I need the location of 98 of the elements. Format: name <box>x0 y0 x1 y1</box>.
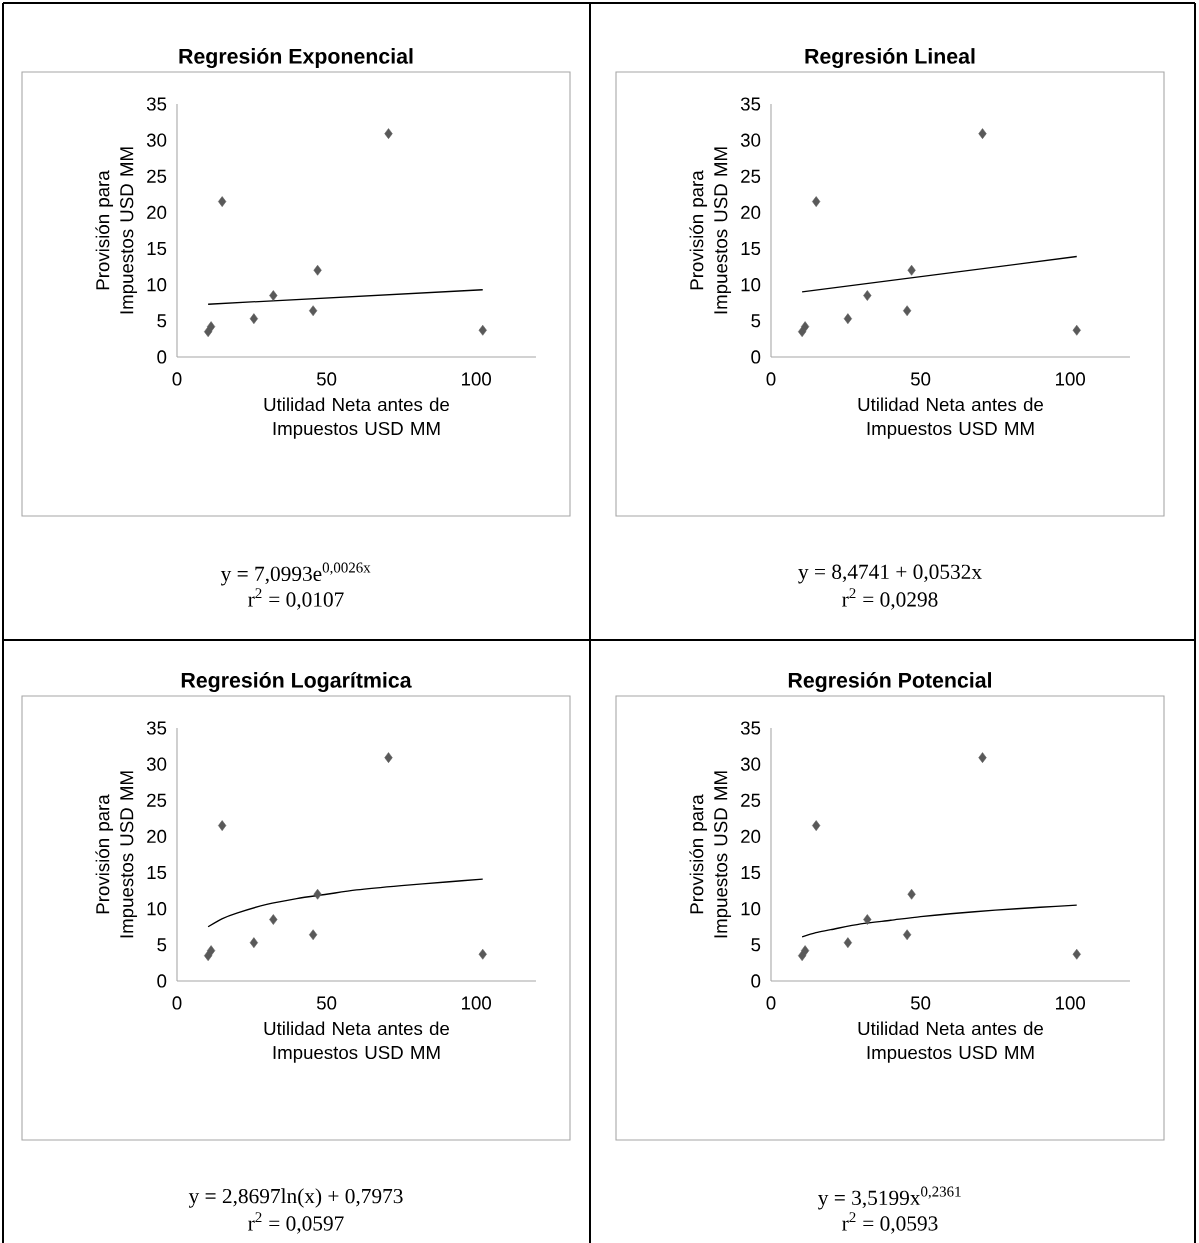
chart-title: Regresión Logarítmica <box>181 671 412 693</box>
point <box>903 929 912 941</box>
point <box>907 888 916 900</box>
x-axis-title: Utilidad Neta antes de Impuestos USD MM <box>858 1021 1044 1063</box>
point <box>843 937 852 949</box>
x-tick-label: 100 <box>1056 372 1086 386</box>
y-tick-label: 5 <box>157 314 167 328</box>
chart-title: Regresión Exponencial <box>179 47 413 69</box>
y-tick-label: 35 <box>146 721 167 735</box>
point <box>218 820 227 831</box>
line-series <box>801 904 1078 938</box>
y-tick-label: 5 <box>751 938 761 952</box>
y-tick-label: 15 <box>741 866 761 880</box>
y-tick-label: 25 <box>741 169 761 183</box>
x-tick-label: 50 <box>316 372 337 386</box>
text: y = 8,4741 + 0,0532x <box>798 564 982 584</box>
point <box>907 264 916 276</box>
point <box>801 321 810 332</box>
y-tick-label: 5 <box>157 938 167 952</box>
point <box>309 929 318 941</box>
y-tick-label: 30 <box>740 757 761 771</box>
y-tick-label: 35 <box>740 721 761 735</box>
text: y = 3,5199x$^{0,2361}$ <box>818 1186 961 1210</box>
line-series <box>207 878 484 928</box>
point <box>309 305 318 317</box>
point <box>384 752 393 763</box>
y-tick-label: 15 <box>147 242 167 256</box>
point <box>1072 948 1081 960</box>
point <box>313 888 322 900</box>
point <box>812 820 821 831</box>
y-tick-label: 15 <box>741 242 761 256</box>
x-tick-label: 50 <box>910 372 931 386</box>
y-tick-label: 10 <box>147 902 167 916</box>
point <box>249 937 258 949</box>
text: r$^{2}$ = 0,0298 <box>842 588 938 610</box>
point <box>478 324 487 336</box>
point <box>478 948 487 960</box>
y-axis-title: Provisión para Impuestos USD MM <box>689 771 732 938</box>
point <box>207 945 216 956</box>
x-tick-label: 50 <box>316 996 337 1010</box>
y-tick-label: 5 <box>751 314 761 328</box>
point <box>863 914 872 925</box>
x-tick-label: 100 <box>1056 996 1086 1010</box>
y-tick-label: 0 <box>157 974 167 988</box>
x-axis-title: Utilidad Neta antes de Impuestos USD MM <box>264 1021 450 1063</box>
point <box>249 313 258 325</box>
x-tick-label: 50 <box>910 996 931 1010</box>
x-tick-label: 0 <box>766 372 776 386</box>
point <box>843 313 852 325</box>
point <box>384 128 393 139</box>
point <box>978 128 987 139</box>
y-tick-label: 10 <box>741 278 761 292</box>
y-tick-label: 20 <box>147 829 167 844</box>
y-tick-label: 25 <box>147 793 167 807</box>
y-tick-label: 25 <box>741 793 761 807</box>
y-axis-title: Provisión para Impuestos USD MM <box>95 771 138 938</box>
point <box>903 305 912 317</box>
y-tick-label: 10 <box>147 278 167 292</box>
point <box>801 945 810 956</box>
text: r$^{2}$ = 0,0107 <box>248 588 344 610</box>
y-tick-label: 0 <box>751 350 761 364</box>
y-tick-label: 20 <box>741 205 761 220</box>
x-tick-label: 100 <box>462 996 492 1010</box>
x-axis-title: Utilidad Neta antes de Impuestos USD MM <box>264 397 450 439</box>
text: y = 7,0993e$^{0,0026x}$ <box>220 562 371 586</box>
text: r$^{2}$ = 0,0593 <box>842 1212 938 1234</box>
y-tick-label: 25 <box>147 169 167 183</box>
y-tick-label: 30 <box>740 133 761 147</box>
y-tick-label: 15 <box>147 866 167 880</box>
x-tick-label: 0 <box>766 996 776 1010</box>
point <box>269 914 278 925</box>
x-tick-label: 100 <box>462 372 492 386</box>
point <box>978 752 987 763</box>
chart-title: Regresión Potencial <box>788 671 992 693</box>
point <box>812 196 821 207</box>
y-tick-label: 35 <box>740 97 761 111</box>
point <box>313 264 322 276</box>
point <box>863 290 872 301</box>
y-tick-label: 20 <box>741 829 761 844</box>
y-axis-title: Provisión para Impuestos USD MM <box>689 147 732 314</box>
x-axis-title: Utilidad Neta antes de Impuestos USD MM <box>858 397 1044 439</box>
y-tick-label: 30 <box>146 757 167 771</box>
point <box>207 321 216 332</box>
chart-title: Regresión Lineal <box>805 47 975 69</box>
y-tick-label: 0 <box>157 350 167 364</box>
text: y = 2,8697ln(x) + 0,7973 <box>188 1188 403 1208</box>
point <box>1072 324 1081 336</box>
y-tick-label: 35 <box>146 97 167 111</box>
y-tick-label: 10 <box>741 902 761 916</box>
x-tick-label: 0 <box>172 372 182 386</box>
y-tick-label: 30 <box>146 133 167 147</box>
y-tick-label: 20 <box>147 205 167 220</box>
text: r$^{2}$ = 0,0597 <box>248 1212 344 1234</box>
x-tick-label: 0 <box>172 996 182 1010</box>
point <box>269 290 278 301</box>
point <box>218 196 227 207</box>
y-tick-label: 0 <box>751 974 761 988</box>
y-axis-title: Provisión para Impuestos USD MM <box>95 147 138 314</box>
